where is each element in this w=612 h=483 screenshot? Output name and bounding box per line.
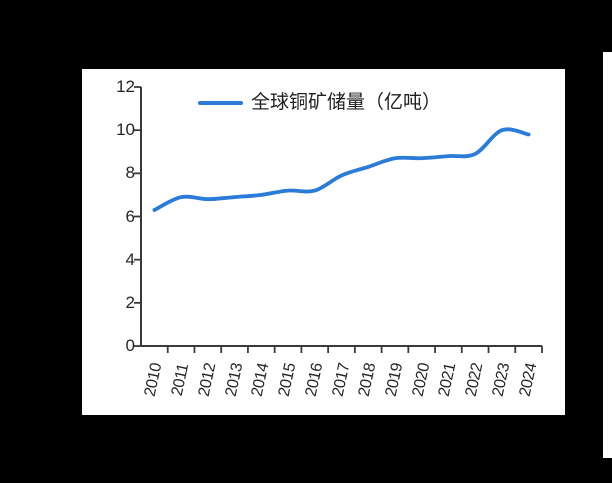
y-tick-label: 8 [125, 163, 135, 183]
reserves-data-line [152, 127, 531, 212]
legend-label: 全球铜矿储量（亿吨） [251, 92, 442, 113]
legend: 全球铜矿储量（亿吨） [198, 91, 441, 115]
line-plot [134, 86, 543, 353]
y-tick-label: 6 [125, 206, 135, 226]
axis-lines [140, 87, 542, 347]
y-tick-label: 2 [125, 292, 135, 312]
y-tick-label: 10 [116, 120, 135, 140]
y-tick-label: 4 [125, 249, 135, 269]
adjacent-page-edge [603, 52, 612, 458]
y-tick-label: 12 [116, 77, 135, 96]
y-tick-label: 0 [125, 336, 135, 355]
legend-line-swatch [198, 101, 243, 105]
copper-reserves-chart-panel: 全球铜矿储量（亿吨） 0 2 4 6 8 10 12 2010 2011 2012 2013 201… [82, 69, 565, 415]
